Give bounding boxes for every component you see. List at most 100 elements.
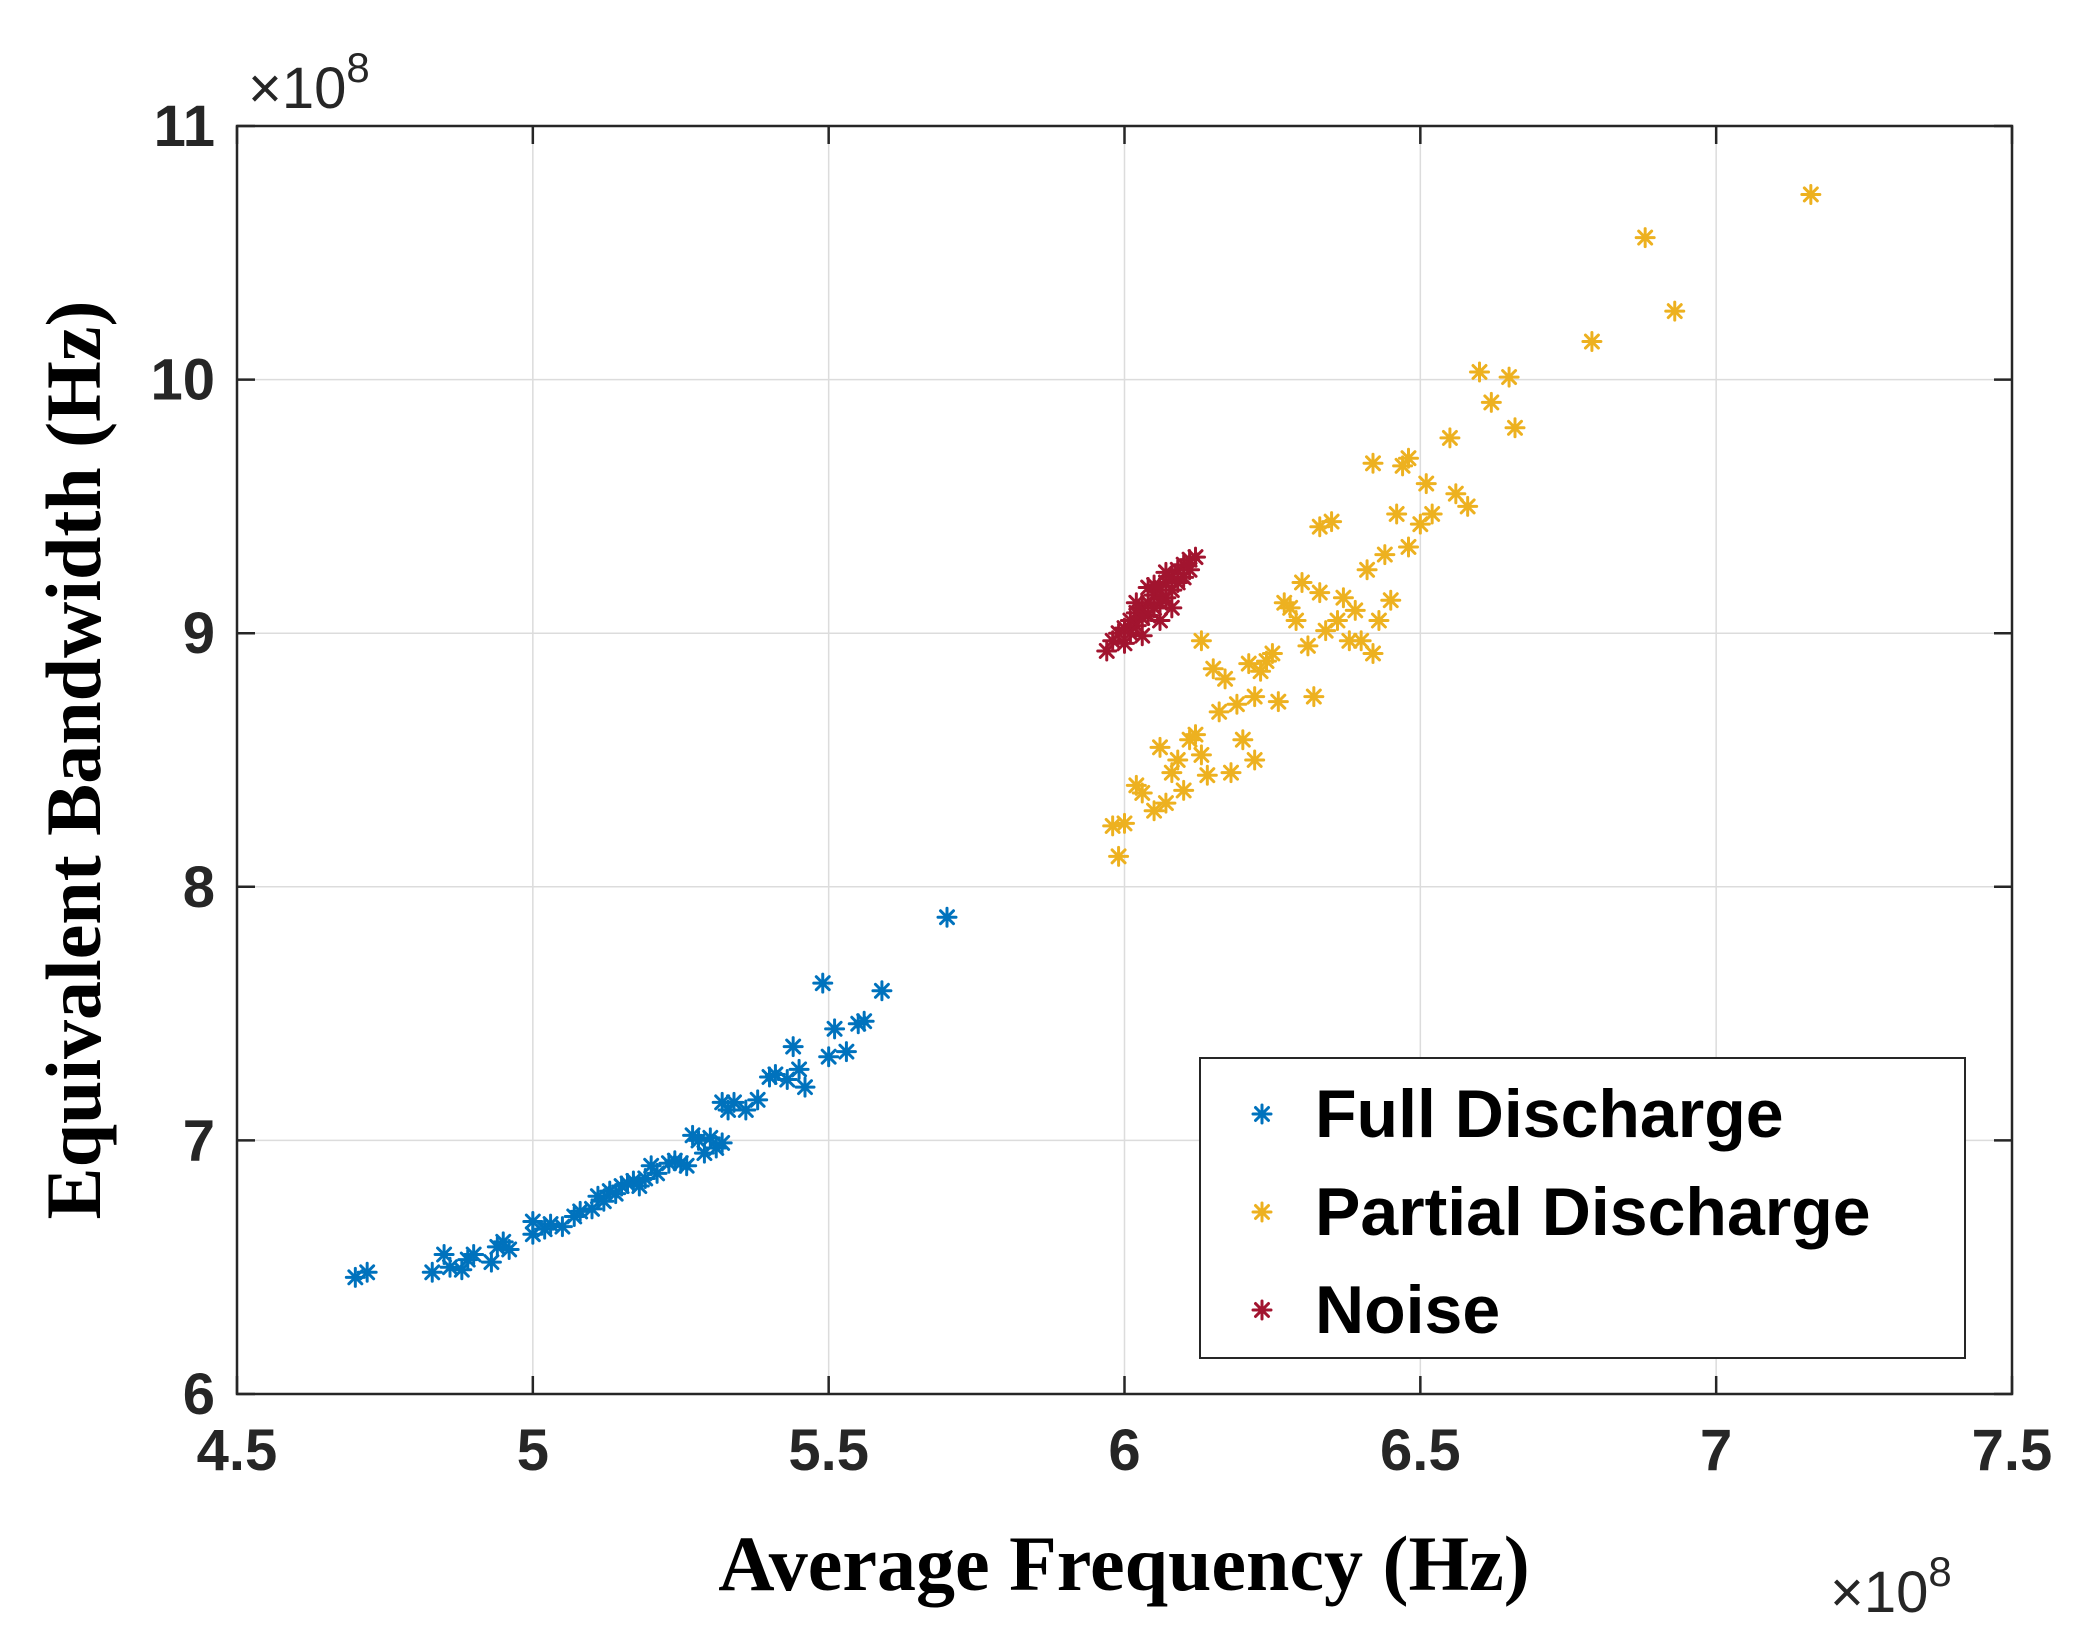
y-tick-label: 9 (183, 601, 215, 666)
series-partial-discharge (1102, 183, 1822, 867)
data-point (356, 1261, 378, 1283)
data-point (1244, 686, 1266, 708)
y-tick-label: 10 (150, 348, 215, 413)
data-point (782, 1036, 804, 1058)
data-point (1226, 693, 1248, 715)
x-tick-label: 7 (1700, 1418, 1732, 1483)
legend-markers (1251, 1103, 1273, 1321)
data-point (1344, 599, 1366, 621)
legend-marker-full-discharge (1251, 1103, 1273, 1125)
data-point (1291, 571, 1313, 593)
y-tick-label: 6 (183, 1362, 215, 1427)
data-point (1167, 749, 1189, 771)
data-point (824, 1018, 846, 1040)
data-point (1439, 427, 1461, 449)
data-point (1309, 582, 1331, 604)
data-point (1108, 845, 1130, 867)
data-point (1149, 610, 1171, 632)
data-point (522, 1211, 544, 1233)
data-point (1161, 597, 1183, 619)
data-point (1498, 366, 1520, 388)
data-point (1332, 587, 1354, 609)
data-point (788, 1058, 810, 1080)
data-point (1321, 511, 1343, 533)
data-point (1220, 762, 1242, 784)
data-point (1208, 701, 1230, 723)
data-point (1457, 495, 1479, 517)
data-point (1173, 779, 1195, 801)
data-point (835, 1041, 857, 1063)
data-point (498, 1238, 520, 1260)
data-point (1261, 642, 1283, 664)
data-point (776, 1069, 798, 1091)
data-point (1196, 764, 1218, 786)
x-axis-title: Average Frequency (Hz) (718, 1520, 1530, 1607)
data-point (936, 906, 958, 928)
data-points (344, 183, 1822, 1288)
data-point (1398, 447, 1419, 469)
data-point (480, 1251, 502, 1273)
data-point (1315, 620, 1337, 642)
x-axis-exponent: ×108 (1830, 1548, 1952, 1625)
data-point (1143, 574, 1165, 596)
data-point (818, 1046, 840, 1068)
axis-ticks: 4.5 5 5.5 6 6.5 7 7.5 6 7 8 9 10 11 (150, 94, 2052, 1483)
data-point (1362, 452, 1384, 474)
data-point (1303, 686, 1325, 708)
data-point (1415, 473, 1437, 495)
data-point (463, 1244, 485, 1266)
data-point (1386, 503, 1408, 525)
data-point (1297, 635, 1319, 657)
data-point (421, 1261, 443, 1283)
data-point (1356, 559, 1378, 581)
data-point (1185, 546, 1206, 568)
x-tick-label: 7.5 (1972, 1418, 2053, 1483)
x-tick-label: 6 (1108, 1418, 1140, 1483)
data-point (1190, 744, 1212, 766)
y-axis-title: Equivalent Bandwidth (Hz) (30, 301, 117, 1220)
data-point (1480, 391, 1502, 413)
data-point (451, 1259, 473, 1281)
data-point (1131, 625, 1153, 647)
data-point (676, 1155, 698, 1177)
data-point (1214, 668, 1236, 690)
y-axis-exponent: ×108 (248, 44, 370, 121)
data-point (871, 980, 893, 1002)
data-point (1368, 610, 1390, 632)
data-point (812, 972, 834, 994)
data-point (1185, 724, 1206, 746)
x-tick-label: 5 (517, 1418, 549, 1483)
series-full-discharge (344, 906, 958, 1288)
data-point (794, 1076, 816, 1098)
data-point (1155, 561, 1177, 583)
data-point (1634, 227, 1656, 249)
legend-label-partial-discharge: Partial Discharge (1315, 1174, 1871, 1250)
data-point (1469, 361, 1490, 383)
data-point (1664, 300, 1686, 322)
x-tick-label: 5.5 (788, 1418, 869, 1483)
data-point (1800, 183, 1822, 205)
data-point (658, 1152, 680, 1174)
data-point (1190, 630, 1212, 652)
data-point (1350, 630, 1372, 652)
data-point (1380, 589, 1402, 611)
legend: Full Discharge Partial Discharge Noise (1199, 1057, 1966, 1359)
legend-label-full-discharge: Full Discharge (1315, 1076, 1784, 1152)
data-point (1374, 544, 1396, 566)
data-point (1131, 782, 1153, 804)
data-point (1581, 331, 1603, 353)
data-point (1279, 597, 1301, 619)
legend-marker-noise (1251, 1299, 1273, 1321)
data-point (1161, 762, 1183, 784)
data-point (1125, 592, 1147, 614)
data-point (1155, 792, 1177, 814)
legend-box (1199, 1057, 1966, 1359)
data-point (1285, 610, 1307, 632)
legend-marker-partial-discharge (1251, 1201, 1273, 1223)
x-tick-label: 4.5 (197, 1418, 278, 1483)
legend-label-noise: Noise (1315, 1272, 1500, 1348)
data-point (1445, 483, 1467, 505)
series-noise (1096, 546, 1206, 662)
data-point (853, 1010, 875, 1032)
